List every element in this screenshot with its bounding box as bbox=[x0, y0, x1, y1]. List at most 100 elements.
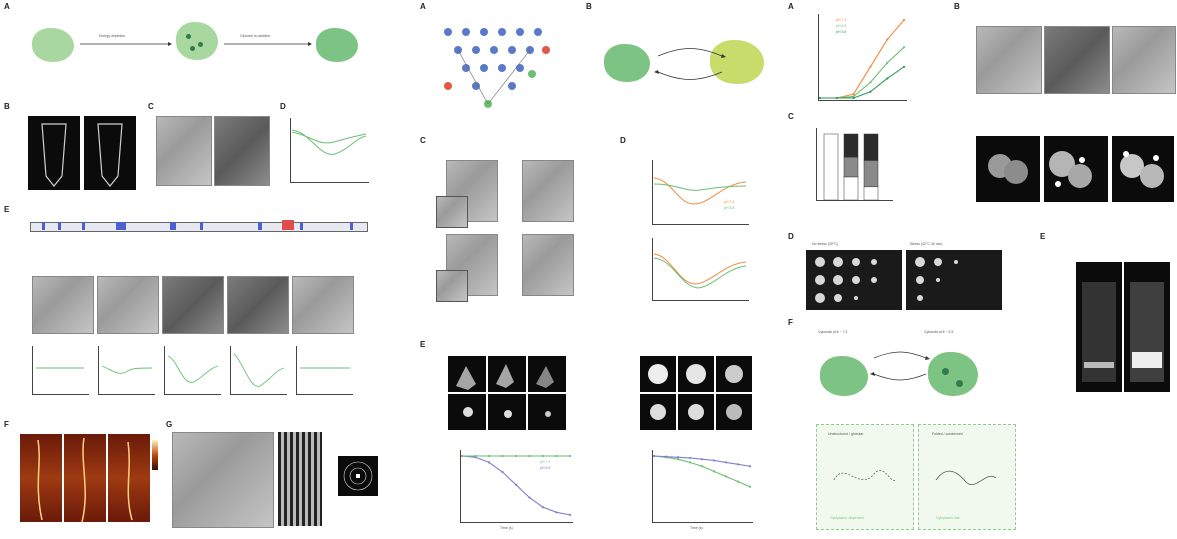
panel-letter-right-f: F bbox=[788, 318, 793, 327]
data-point-0-3 bbox=[688, 461, 692, 464]
transition-arrows bbox=[654, 48, 726, 80]
tube-image-1 bbox=[28, 116, 80, 190]
schematic-arrows bbox=[80, 42, 312, 46]
data-point-0-4 bbox=[700, 465, 704, 468]
legend-kin-3: pH 5.8 bbox=[836, 30, 847, 34]
panel-letter-mid-a: A bbox=[420, 2, 426, 11]
em-c-4 bbox=[522, 234, 574, 296]
panel-letter-left-d: D bbox=[280, 102, 286, 111]
cd-plot-d bbox=[290, 118, 369, 183]
cd-mini-3 bbox=[164, 346, 221, 395]
stacked-bar-plot bbox=[816, 128, 893, 201]
data-point-1-6 bbox=[724, 461, 728, 464]
data-point-2-5 bbox=[902, 65, 906, 68]
data-point-0-3 bbox=[869, 65, 872, 68]
diffraction-rings bbox=[343, 461, 373, 491]
data-point-0-6 bbox=[724, 475, 728, 478]
spot-colonies bbox=[815, 257, 958, 303]
data-point-1-8 bbox=[568, 454, 572, 458]
em-image-e4 bbox=[227, 276, 289, 334]
data-point-1-4 bbox=[514, 454, 518, 458]
data-point-0-7 bbox=[736, 480, 740, 483]
boxed-left-foot: Cytoplasm: dispersed bbox=[830, 516, 864, 520]
bar-Mut1-2 bbox=[843, 133, 859, 158]
sequence-ticks bbox=[42, 220, 353, 230]
model-drawings bbox=[833, 470, 997, 485]
tube-image-2 bbox=[84, 116, 136, 190]
cryo-em-field bbox=[172, 432, 274, 528]
frap-curves-left bbox=[460, 454, 572, 516]
em-c-2 bbox=[522, 160, 574, 222]
data-point-2-4 bbox=[886, 77, 889, 80]
panel-letter-right-a: A bbox=[788, 2, 794, 11]
cd-plot-mid-d2 bbox=[652, 238, 749, 301]
data-point-0-4 bbox=[886, 38, 889, 41]
data-point-1-2 bbox=[852, 95, 855, 98]
data-point-1-3 bbox=[869, 81, 872, 84]
cd-mini-curves bbox=[36, 353, 350, 387]
panel-letter-right-e: E bbox=[1040, 232, 1046, 241]
data-point-1-2 bbox=[676, 456, 680, 459]
em-inset-1 bbox=[436, 196, 468, 228]
data-point-1-5 bbox=[528, 454, 531, 458]
data-point-1-1 bbox=[474, 454, 477, 458]
data-point-2-0 bbox=[818, 96, 822, 100]
schematic-label-right: Cytosolic pHi ~ 5.5 bbox=[924, 330, 954, 334]
data-point-0-3 bbox=[501, 470, 504, 474]
kinetics-curves bbox=[818, 18, 906, 100]
spot-header-left: No stress (30°C) bbox=[812, 242, 838, 246]
bar-WT-0 bbox=[823, 133, 839, 201]
data-point-0-5 bbox=[712, 470, 716, 473]
series-line-2 bbox=[820, 66, 905, 99]
data-point-1-3 bbox=[688, 456, 692, 460]
legend-ph-2: pH 5.8 bbox=[724, 206, 735, 210]
lattice-diagram bbox=[444, 28, 550, 108]
data-point-0-5 bbox=[902, 18, 906, 22]
panel-letter-left-a: A bbox=[4, 2, 10, 11]
panel-letter-left-f: F bbox=[4, 420, 9, 429]
cell-schematic-2 bbox=[176, 22, 218, 60]
stacked-bars bbox=[823, 133, 879, 201]
em-image-e1 bbox=[32, 276, 94, 334]
panel-letter-left-g: G bbox=[166, 420, 173, 429]
frap-plot-left bbox=[460, 450, 573, 523]
tube-outline bbox=[41, 123, 123, 187]
data-point-0-2 bbox=[487, 461, 491, 464]
em-r-3 bbox=[1112, 26, 1176, 94]
bar-Mut1-0 bbox=[843, 176, 859, 201]
data-point-1-4 bbox=[700, 458, 704, 461]
afm-colorbar bbox=[152, 440, 158, 470]
panel-letter-left-b: B bbox=[4, 102, 10, 111]
cd-mini-4 bbox=[230, 346, 287, 395]
frap-plot-right bbox=[652, 450, 753, 523]
panel-letter-mid-d: D bbox=[620, 136, 626, 145]
panel-letter-right-d: D bbox=[788, 232, 794, 241]
data-point-1-7 bbox=[555, 454, 558, 458]
em-image-e2 bbox=[97, 276, 159, 334]
data-point-0-4 bbox=[514, 483, 518, 486]
panel-letter-left-c: C bbox=[148, 102, 154, 111]
data-point-0-7 bbox=[555, 511, 558, 514]
data-point-1-6 bbox=[541, 454, 545, 458]
boxed-right-title: Folded / condensed bbox=[932, 432, 963, 436]
data-point-1-1 bbox=[664, 455, 668, 458]
cd-curves-mid-d bbox=[653, 177, 747, 289]
frap-xlabel-left: Time (s) bbox=[500, 526, 513, 530]
em-r-1 bbox=[976, 26, 1042, 94]
data-point-1-5 bbox=[712, 459, 716, 462]
spot-header-right: Stress (42°C 30 min) bbox=[910, 242, 943, 246]
data-point-0-6 bbox=[541, 506, 545, 509]
panel-letter-right-c: C bbox=[788, 112, 794, 121]
bar-Mut2-1 bbox=[863, 160, 879, 188]
series-line-1 bbox=[820, 46, 905, 99]
frap-curves-right bbox=[652, 454, 752, 488]
data-point-2-3 bbox=[869, 90, 872, 93]
bar-Mut2-0 bbox=[863, 186, 879, 201]
kinetics-plot bbox=[818, 14, 907, 101]
fluor-r-cells bbox=[988, 151, 1164, 188]
fibril-class-average bbox=[278, 432, 322, 526]
bar-Mut2-2 bbox=[863, 133, 879, 161]
data-point-1-7 bbox=[736, 463, 740, 466]
boxed-model-right bbox=[918, 424, 1016, 530]
em-inset-2 bbox=[436, 270, 468, 302]
